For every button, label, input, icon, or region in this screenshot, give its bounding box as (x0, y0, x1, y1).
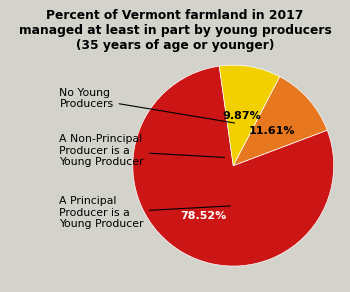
Wedge shape (233, 77, 327, 166)
Text: No Young
Producers: No Young Producers (60, 88, 234, 123)
Text: 78.52%: 78.52% (180, 211, 227, 221)
Text: 9.87%: 9.87% (222, 111, 261, 121)
Text: Percent of Vermont farmland in 2017
managed at least in part by young producers
: Percent of Vermont farmland in 2017 mana… (19, 9, 331, 52)
Text: A Non-Principal
Producer is a
Young Producer: A Non-Principal Producer is a Young Prod… (60, 134, 224, 167)
Text: 11.61%: 11.61% (249, 126, 296, 136)
Wedge shape (133, 66, 334, 266)
Text: A Principal
Producer is a
Young Producer: A Principal Producer is a Young Producer (60, 196, 231, 230)
Wedge shape (219, 65, 280, 166)
